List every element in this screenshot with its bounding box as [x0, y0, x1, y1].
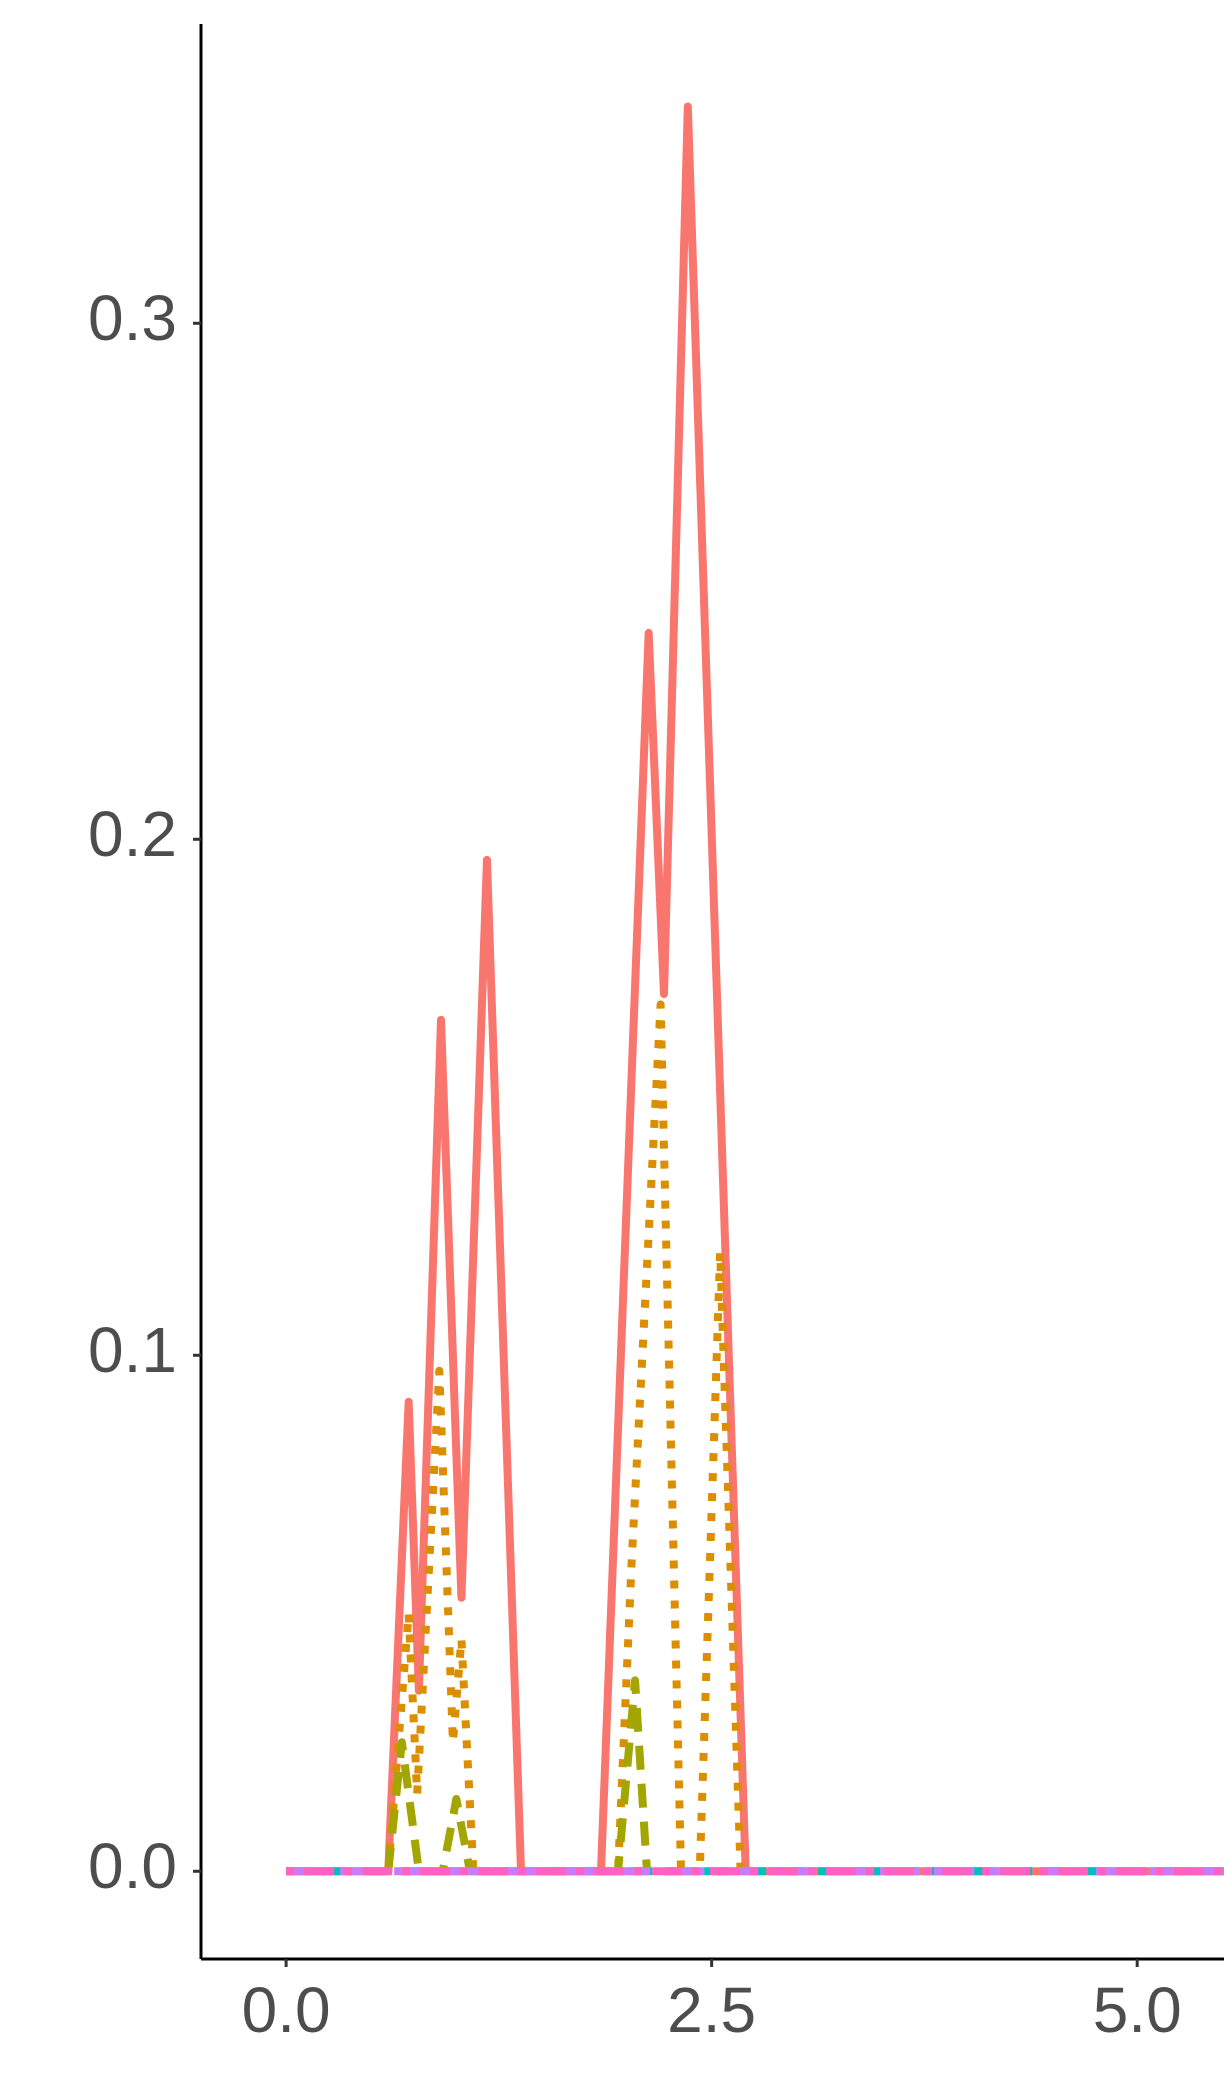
y-tick-label: 0.2: [88, 798, 177, 870]
series-line: [286, 102, 1224, 1876]
y-tick-label: 0.0: [88, 1830, 177, 1902]
x-tick-label: 0.0: [242, 1974, 331, 2046]
y-tick-label: 0.3: [88, 282, 177, 354]
x-tick-label: 2.5: [667, 1974, 756, 2046]
x-tick-label: 5.0: [1093, 1974, 1182, 2046]
y-tick-label: 0.1: [88, 1314, 177, 1386]
series-line: [384, 1676, 651, 1876]
